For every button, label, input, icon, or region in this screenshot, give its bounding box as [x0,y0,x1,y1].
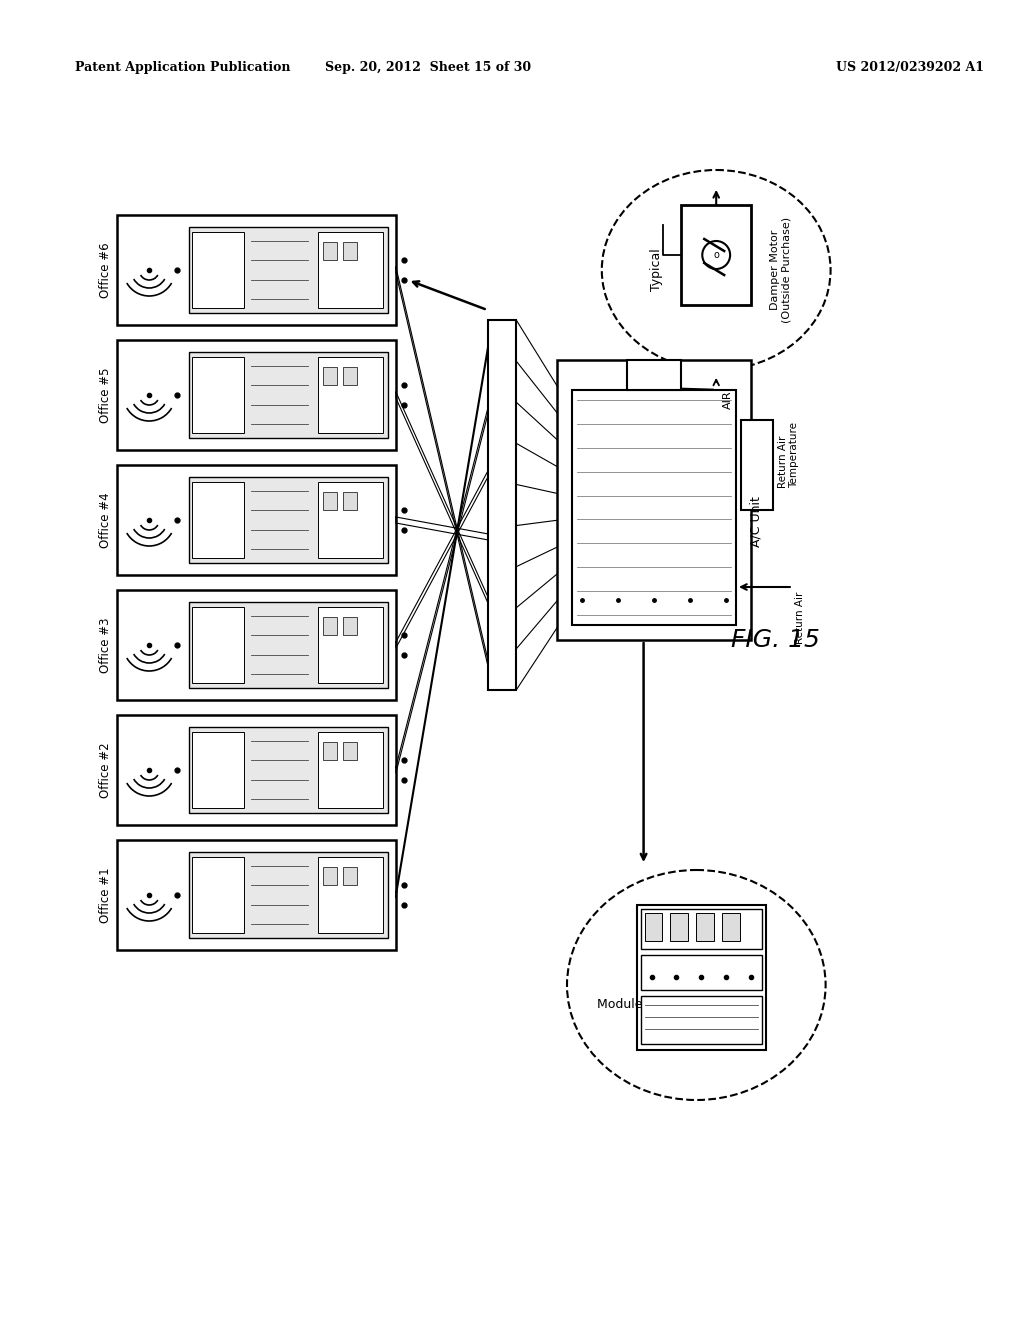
Bar [118,341,396,450]
Bar [318,482,383,558]
Bar [189,227,388,313]
Bar [343,367,357,385]
Polygon shape [396,517,488,540]
Text: FIG. 15: FIG. 15 [731,628,820,652]
Bar [637,906,766,1049]
Polygon shape [396,470,488,648]
Text: US 2012/0239202 A1: US 2012/0239202 A1 [836,62,984,74]
Bar [557,360,751,640]
Text: Office #3: Office #3 [99,618,113,673]
Polygon shape [396,392,488,605]
Bar [318,232,383,308]
Bar [572,389,736,624]
Text: A/C Unit: A/C Unit [750,496,763,548]
Bar [343,492,357,510]
Bar [191,482,244,558]
Text: Module Set: Module Set [597,998,667,1011]
Bar [671,913,688,941]
Text: Office #6: Office #6 [99,242,113,298]
Bar [343,242,357,260]
Bar [324,742,337,760]
Bar [696,913,714,941]
Text: Sep. 20, 2012  Sheet 15 of 30: Sep. 20, 2012 Sheet 15 of 30 [325,62,530,74]
Bar [191,232,244,308]
Bar [118,215,396,325]
Bar [324,492,337,510]
Ellipse shape [602,170,830,370]
Bar [191,733,244,808]
Text: Office #2: Office #2 [99,742,113,797]
Text: AIR: AIR [723,389,733,409]
Bar [318,607,383,682]
Bar [191,857,244,933]
Bar [318,733,383,808]
Bar [627,360,681,389]
Bar [641,954,762,990]
Bar [118,465,396,576]
Bar [189,727,388,813]
Text: Patent Application Publication: Patent Application Publication [75,62,290,74]
Text: Return Air: Return Air [795,591,805,644]
Bar [318,857,383,933]
Bar [324,242,337,260]
Text: Office #5: Office #5 [99,367,113,422]
Ellipse shape [567,870,825,1100]
Bar [318,356,383,433]
Polygon shape [396,407,488,774]
Bar [343,742,357,760]
Bar [189,477,388,564]
Bar [644,913,663,941]
Bar [343,867,357,884]
Text: Return Air
Temperature: Return Air Temperature [778,422,800,488]
Bar [324,616,337,635]
Bar [324,367,337,385]
Bar [191,607,244,682]
Polygon shape [396,267,488,668]
Bar [343,616,357,635]
Text: Office #4: Office #4 [99,492,113,548]
Bar [118,840,396,950]
Polygon shape [396,342,488,898]
Bar [641,909,762,949]
Bar [741,420,773,510]
Bar [189,352,388,438]
Bar [118,715,396,825]
Bar [118,590,396,700]
Text: Damper Motor
(Outside Purchase): Damper Motor (Outside Purchase) [770,216,792,323]
Bar [324,867,337,884]
Bar [488,319,516,690]
Text: Typical: Typical [650,248,663,292]
Bar [681,205,751,305]
Text: Office #1: Office #1 [99,867,113,923]
Bar [191,356,244,433]
Text: o: o [714,249,719,260]
Bar [722,913,740,941]
Bar [189,851,388,939]
Circle shape [702,242,730,269]
Bar [641,997,762,1044]
Bar [189,602,388,688]
